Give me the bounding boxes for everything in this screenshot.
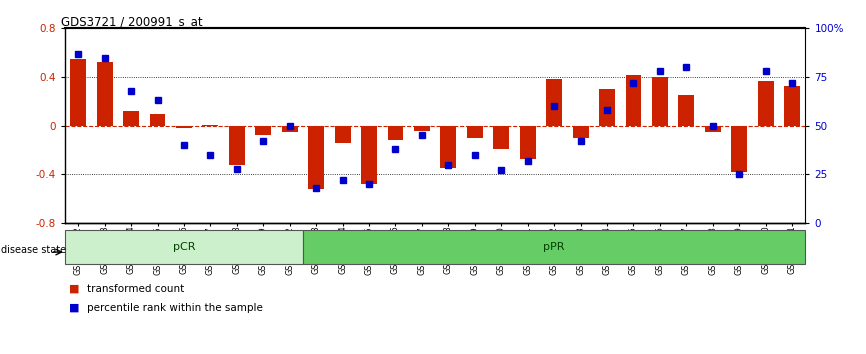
Bar <box>203 125 218 126</box>
Bar <box>281 126 298 132</box>
Bar <box>388 126 404 140</box>
Bar <box>414 126 430 131</box>
Bar <box>441 126 456 168</box>
Text: ■: ■ <box>69 303 80 313</box>
Bar <box>123 111 139 126</box>
Bar <box>785 86 800 126</box>
Bar <box>546 79 562 126</box>
Bar <box>758 81 773 126</box>
Bar <box>572 126 589 138</box>
Bar <box>229 126 245 165</box>
Bar <box>334 126 351 143</box>
Bar <box>303 230 805 264</box>
Bar <box>150 114 165 126</box>
Bar <box>599 89 615 126</box>
Text: percentile rank within the sample: percentile rank within the sample <box>87 303 262 313</box>
Bar <box>65 230 303 264</box>
Bar <box>652 77 668 126</box>
Text: pCR: pCR <box>172 242 195 252</box>
Text: pPR: pPR <box>543 242 565 252</box>
Text: disease state: disease state <box>1 245 66 255</box>
Bar <box>705 126 721 132</box>
Bar <box>625 75 642 126</box>
Text: ■: ■ <box>69 284 80 293</box>
Text: GDS3721 / 200991_s_at: GDS3721 / 200991_s_at <box>61 15 203 28</box>
Bar <box>70 59 86 126</box>
Bar <box>467 126 482 138</box>
Bar <box>361 126 377 184</box>
Bar <box>308 126 324 189</box>
Bar <box>494 126 509 149</box>
Bar <box>176 126 192 128</box>
Bar <box>255 126 271 136</box>
Bar <box>731 126 747 172</box>
Bar <box>520 126 536 159</box>
Text: transformed count: transformed count <box>87 284 184 293</box>
Bar <box>678 95 695 126</box>
Bar <box>97 62 113 126</box>
